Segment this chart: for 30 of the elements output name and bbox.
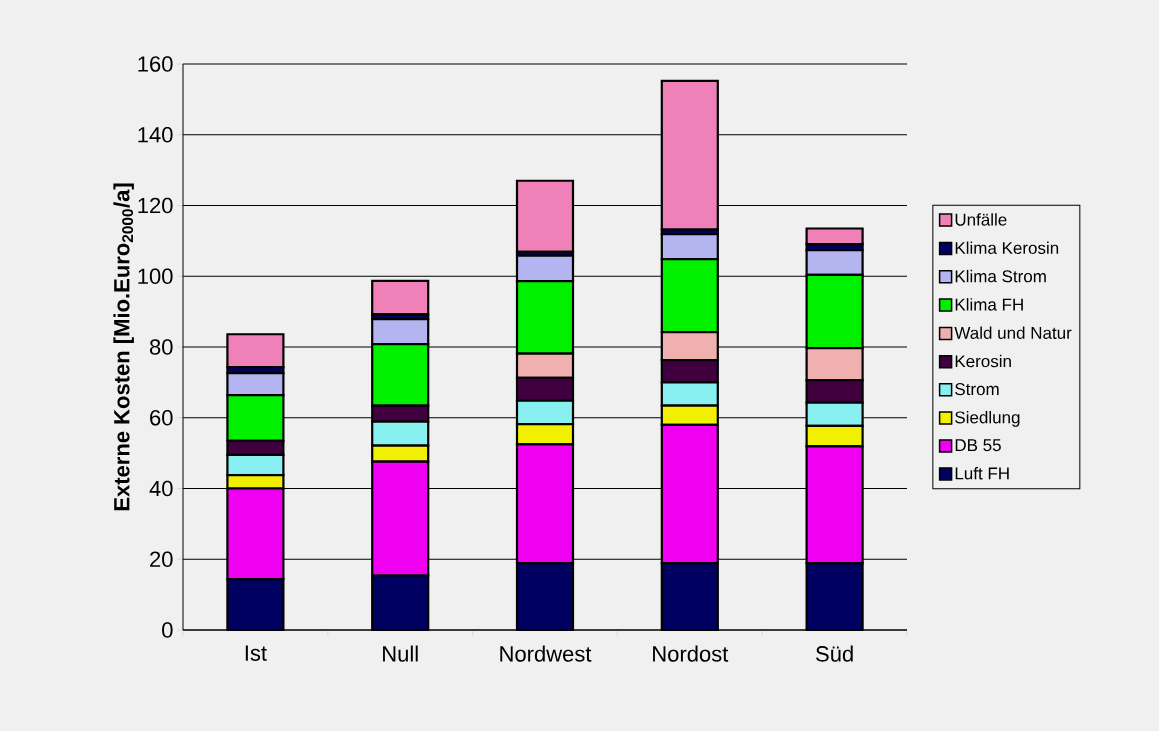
y-axis-title: Externe Kosten [Mio.Euro$_{2000}$/a] (113, 183, 134, 511)
legend-label: Klima Kerosin (955, 241, 1059, 255)
x-tick-label: Süd (816, 645, 853, 662)
bar (226, 333, 285, 369)
y-tick-label: 0 (162, 622, 173, 638)
legend-label: Kerosin (955, 354, 1011, 368)
bar (515, 179, 575, 253)
y-tick-label: 20 (150, 551, 173, 568)
x-tick-label: Nordost (653, 645, 729, 662)
legend-label: Klima FH (955, 298, 1023, 311)
y-tick-label: 60 (150, 409, 173, 426)
y-tick-label: 140 (138, 126, 173, 143)
bar (660, 79, 719, 231)
legend-label: Wald und Natur (954, 326, 1072, 339)
x-tick-label: Null (383, 645, 418, 662)
legend-label: Klima Strom (955, 269, 1046, 283)
y-tick-label: 100 (138, 268, 173, 285)
y-tick-label: 160 (138, 56, 173, 72)
x-tick-label: Nordwest (500, 645, 592, 662)
y-tick-label: 80 (149, 339, 173, 355)
legend-label: Siedlung (955, 410, 1020, 427)
x-tick-label: Ist (245, 645, 267, 661)
legend-label: Strom (955, 383, 999, 396)
legend-label: Unfälle (955, 213, 1007, 226)
legend-label: Luft FH (955, 467, 1009, 480)
y-tick-label: 120 (138, 197, 173, 214)
bar (805, 227, 864, 246)
legend-label: DB 55 (955, 439, 1001, 452)
y-tick-label: 40 (149, 480, 173, 497)
bar (371, 279, 430, 316)
